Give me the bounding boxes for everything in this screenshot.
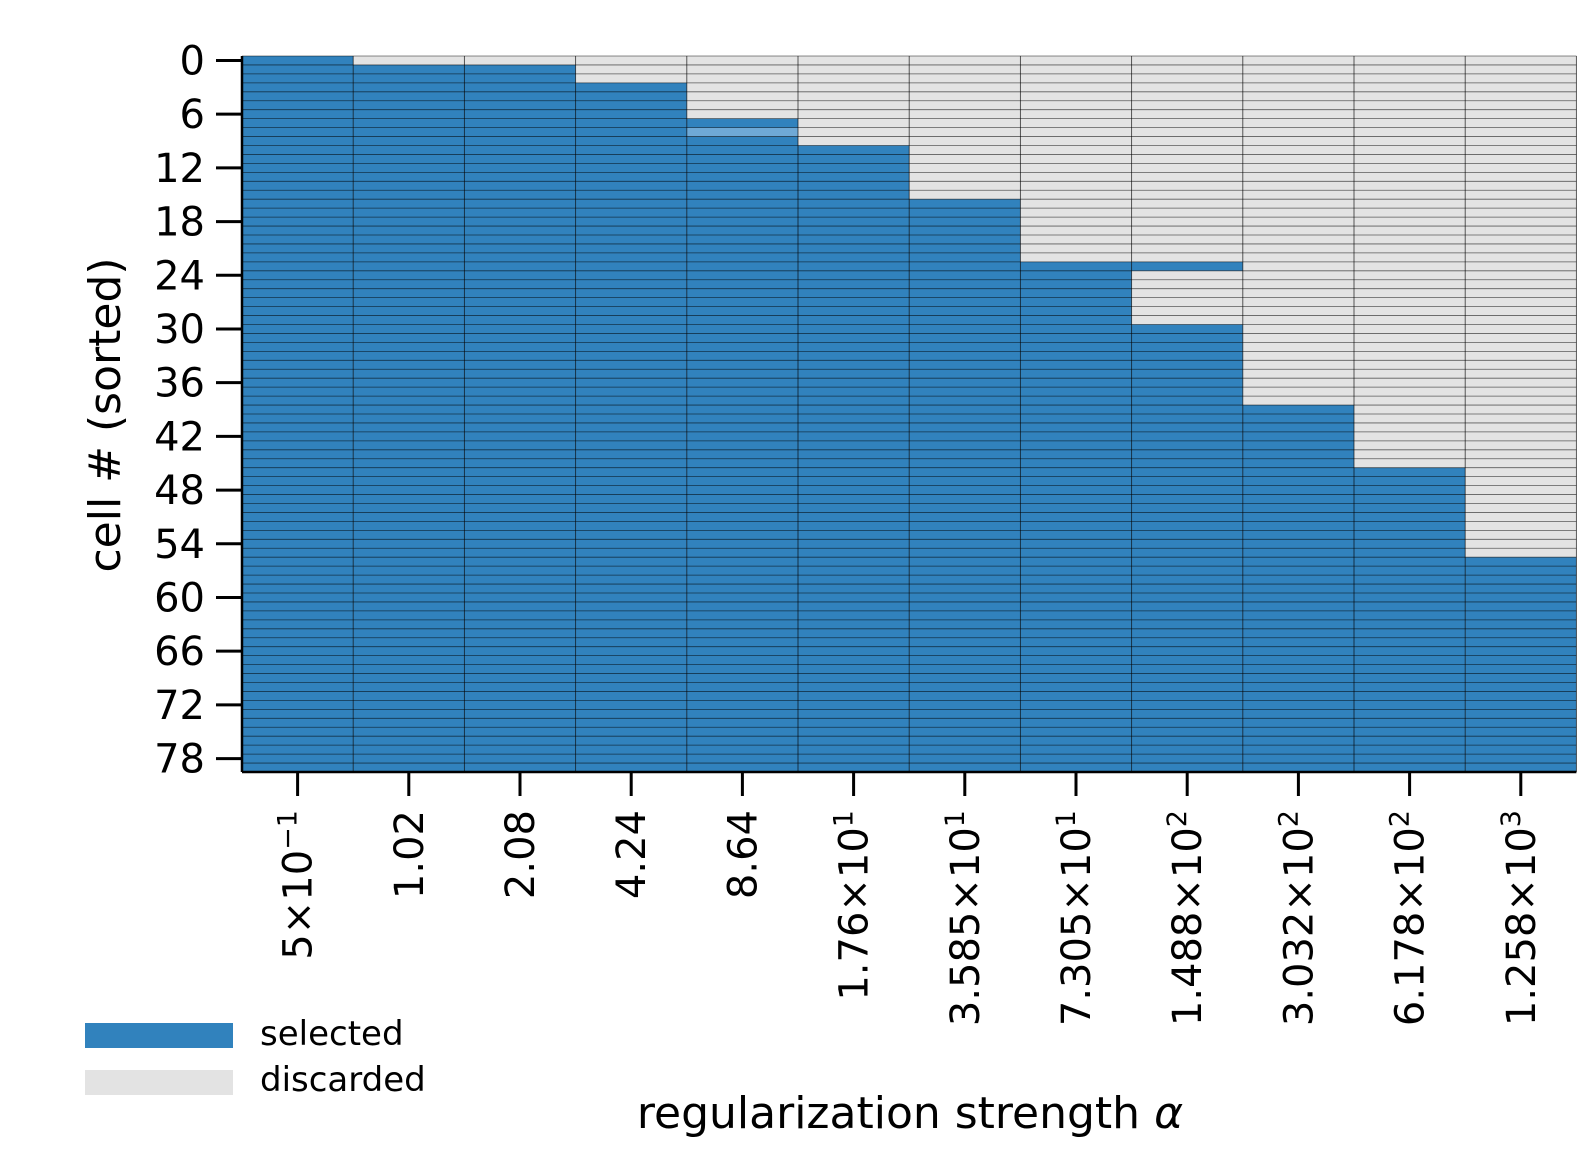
y-tick-label: 42 <box>154 414 205 460</box>
y-tick-label: 54 <box>154 522 205 568</box>
x-tick-label: 1.02 <box>387 810 433 899</box>
legend-swatch-discarded <box>85 1070 233 1095</box>
x-tick-label: 4.24 <box>609 810 655 899</box>
x-tick-label: 2.08 <box>498 810 544 899</box>
y-tick-label: 24 <box>154 253 205 299</box>
y-tick-label: 36 <box>154 361 205 407</box>
y-tick-label: 48 <box>154 468 205 514</box>
y-tick-label: 12 <box>154 146 205 192</box>
y-tick-label: 30 <box>154 307 205 353</box>
legend-label-discarded: discarded <box>260 1060 426 1100</box>
discarded-block-col-9 <box>1242 56 1354 406</box>
partial-cell <box>686 127 798 137</box>
legend: selected discarded <box>85 1014 426 1100</box>
y-tick-label: 72 <box>154 683 205 729</box>
x-tick-label: 6.178×102 <box>1385 810 1434 1026</box>
y-tick-label: 0 <box>180 38 205 84</box>
discarded-block-col-2 <box>464 56 576 65</box>
discarded-block-col-4 <box>686 56 798 119</box>
y-tick-label: 66 <box>154 629 205 675</box>
x-tick-label: 5×10−1 <box>273 810 322 960</box>
x-axis: 5×10−1 1.02 2.08 4.24 8.64 1.76×101 3.585×101 7… <box>242 770 1577 1026</box>
discarded-block-col-7 <box>1020 56 1132 262</box>
selected-block-col-2 <box>464 64 576 772</box>
x-tick-label: 3.585×101 <box>940 810 989 1026</box>
selected-block-col-9 <box>1242 405 1354 772</box>
x-tick-label: 1.76×101 <box>829 810 878 1001</box>
y-tick-label: 78 <box>154 737 205 783</box>
x-axis-label: regularization strength α <box>637 1088 1183 1139</box>
x-tick-label: 1.258×103 <box>1496 810 1545 1026</box>
x-axis-label-text: regularization strength <box>637 1088 1154 1139</box>
x-tick-label: 1.488×102 <box>1162 810 1211 1026</box>
selected-block-col-4 <box>686 118 798 772</box>
x-tick-label: 3.032×102 <box>1273 810 1322 1026</box>
selected-block-col-1 <box>353 64 465 772</box>
x-tick-label: 8.64 <box>720 810 766 899</box>
x-axis-label-symbol: α <box>1154 1088 1183 1139</box>
selected-cell <box>1131 261 1243 271</box>
legend-label-selected: selected <box>260 1014 404 1054</box>
legend-swatch-selected <box>85 1023 233 1048</box>
y-axis-label: cell # (sorted) <box>80 257 131 572</box>
y-tick-label: 6 <box>180 92 205 138</box>
y-axis: 0 6 12 18 24 30 36 42 48 54 60 66 72 78 <box>154 38 244 783</box>
x-tick-label: 7.305×101 <box>1051 810 1100 1026</box>
selected-block-col-3 <box>575 82 687 773</box>
y-tick-label: 18 <box>154 200 205 246</box>
heatmap-cells <box>242 56 1577 773</box>
selected-block-col-7 <box>1020 261 1132 772</box>
y-tick-label: 60 <box>154 575 205 621</box>
discarded-block-col-1 <box>353 56 465 65</box>
discarded-block-col-3 <box>575 56 687 83</box>
